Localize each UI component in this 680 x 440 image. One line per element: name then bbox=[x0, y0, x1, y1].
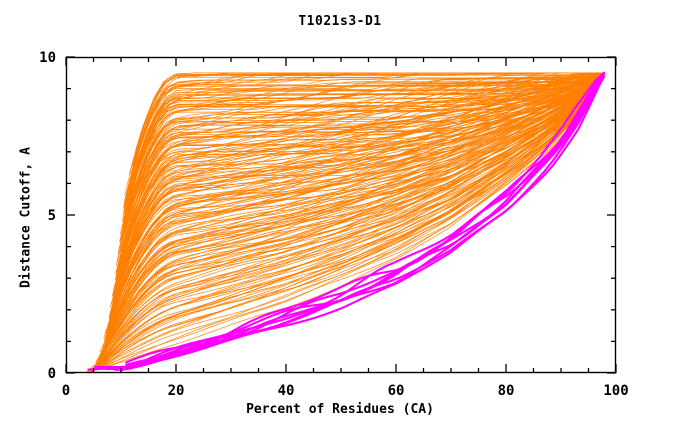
curve-predictions bbox=[119, 73, 605, 258]
curve-predictions bbox=[111, 73, 605, 305]
chart-title: T1021s3-D1 bbox=[298, 14, 382, 29]
curve-predictions bbox=[90, 73, 605, 371]
curve-predictions bbox=[100, 73, 605, 359]
curve-predictions bbox=[125, 72, 601, 195]
curve-predictions bbox=[88, 74, 605, 372]
curve-predictions bbox=[98, 76, 605, 360]
y-tick-label: 5 bbox=[48, 208, 56, 224]
curve-predictions bbox=[86, 74, 605, 372]
curve-predictions bbox=[129, 72, 604, 188]
curve-predictions bbox=[103, 72, 605, 338]
curve-predictions bbox=[128, 72, 600, 175]
curve-predictions bbox=[89, 73, 605, 373]
curve-reference bbox=[125, 71, 605, 366]
curve-predictions bbox=[99, 73, 605, 353]
curve-predictions bbox=[97, 73, 605, 367]
curve-predictions bbox=[115, 73, 605, 288]
curve-predictions bbox=[112, 72, 605, 307]
curve-predictions bbox=[98, 72, 605, 358]
curve-predictions bbox=[87, 73, 605, 374]
curve-predictions bbox=[115, 72, 605, 273]
y-axis-title: Distance Cutoff, A bbox=[18, 147, 34, 288]
curve-predictions bbox=[123, 72, 598, 205]
x-tick-label: 60 bbox=[388, 383, 405, 399]
curve-predictions bbox=[128, 72, 605, 188]
x-axis-title: Percent of Residues (CA) bbox=[246, 402, 434, 417]
x-tick-label: 100 bbox=[603, 383, 628, 399]
curve-predictions bbox=[110, 73, 605, 324]
curve-reference bbox=[125, 71, 605, 364]
curve-predictions bbox=[114, 73, 605, 295]
curve-predictions bbox=[109, 72, 605, 324]
curve-predictions bbox=[100, 74, 605, 357]
curve-predictions bbox=[92, 72, 605, 369]
curve-predictions bbox=[103, 73, 605, 341]
x-tick-label: 0 bbox=[62, 383, 70, 399]
curve-predictions bbox=[99, 73, 605, 360]
curve-predictions bbox=[124, 72, 601, 212]
curve-predictions bbox=[110, 75, 605, 313]
x-tick-label: 20 bbox=[168, 383, 185, 399]
x-tick-label: 40 bbox=[278, 383, 295, 399]
curve-predictions bbox=[96, 72, 605, 362]
curve-predictions bbox=[92, 74, 605, 372]
curve-predictions bbox=[93, 75, 605, 369]
y-tick-label: 0 bbox=[48, 366, 56, 382]
curve-predictions bbox=[130, 72, 602, 180]
y-tick-label: 10 bbox=[39, 50, 56, 66]
curve-predictions bbox=[101, 72, 605, 354]
curve-predictions bbox=[129, 76, 605, 192]
curve-predictions bbox=[119, 73, 605, 266]
curve-predictions bbox=[113, 76, 605, 298]
curve-predictions bbox=[121, 72, 602, 222]
curve-predictions bbox=[132, 72, 600, 166]
curve-predictions bbox=[95, 74, 605, 364]
x-tick-label: 80 bbox=[498, 383, 515, 399]
curve-predictions bbox=[102, 75, 605, 348]
curve-predictions bbox=[94, 73, 605, 369]
curve-predictions bbox=[129, 72, 601, 181]
curve-predictions bbox=[104, 74, 605, 334]
curve-predictions bbox=[93, 74, 605, 369]
curve-predictions bbox=[89, 73, 605, 372]
curve-predictions bbox=[98, 73, 605, 365]
curve-predictions bbox=[90, 75, 605, 369]
curve-predictions bbox=[122, 74, 605, 231]
curve-predictions bbox=[118, 72, 605, 249]
curve-predictions bbox=[114, 72, 605, 289]
curve-predictions bbox=[107, 74, 605, 337]
curve-predictions bbox=[101, 73, 605, 354]
curve-predictions bbox=[100, 72, 605, 355]
curve-predictions bbox=[126, 72, 605, 203]
curve-predictions bbox=[86, 74, 605, 372]
